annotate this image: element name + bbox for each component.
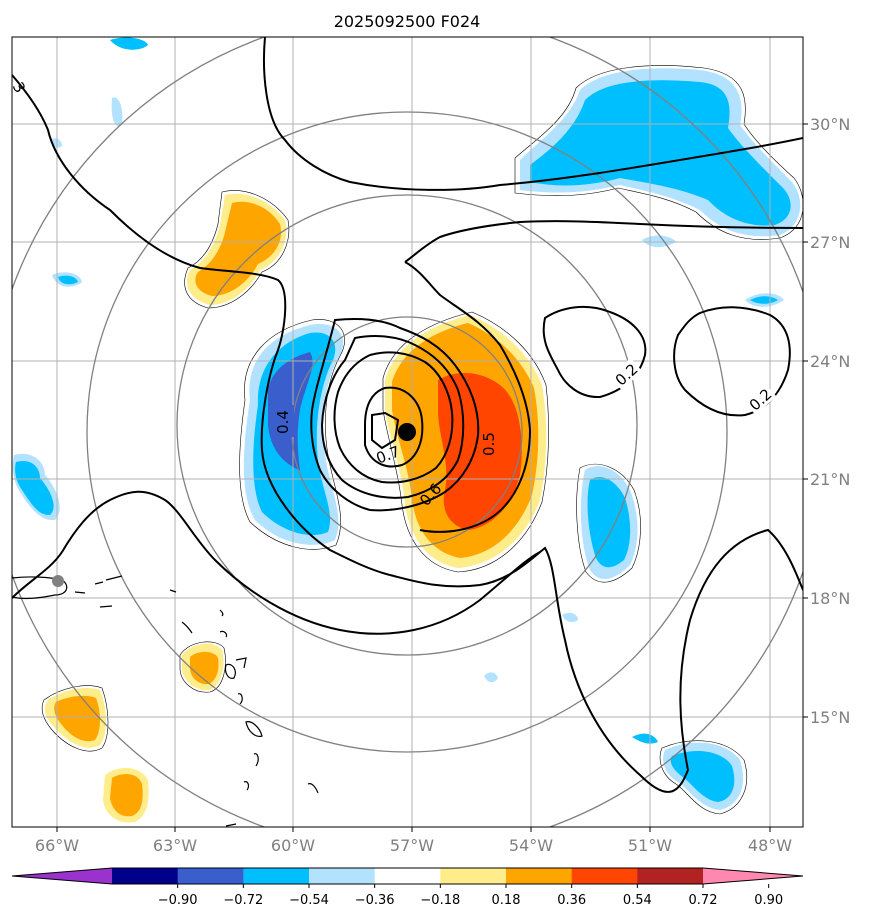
- negative-shading: [12, 37, 801, 810]
- colorbar-swatch: [309, 868, 376, 884]
- longitude-labels: 66°W 63°W 60°W 57°W 54°W 51°W 48°W: [35, 836, 792, 855]
- station-marker: [52, 575, 64, 587]
- colorbar-swatch: [506, 868, 573, 884]
- tick-marks: [56, 123, 808, 832]
- storm-center-marker: [398, 423, 416, 441]
- lat-tick-label: 21°N: [810, 470, 850, 489]
- lon-tick-label: 54°W: [509, 836, 553, 855]
- lat-tick-label: 18°N: [810, 589, 850, 608]
- lon-tick-label: 66°W: [35, 836, 79, 855]
- contour-label: 0.4: [274, 410, 292, 434]
- colorbar-swatch: [440, 868, 507, 884]
- colorbar-extend-low: [12, 868, 112, 884]
- colorbar-label: −0.18: [420, 893, 460, 908]
- colorbar-extend-high: [703, 868, 803, 884]
- contour-label: 0.5: [480, 432, 498, 456]
- colorbar-label: 0.36: [557, 893, 586, 908]
- lat-tick-label: 24°N: [810, 352, 850, 371]
- colorbar-label: −0.72: [223, 893, 263, 908]
- colorbar-label: −0.36: [355, 893, 395, 908]
- latitude-labels: 30°N 27°N 24°N 21°N 18°N 15°N: [810, 115, 850, 727]
- lon-tick-label: 60°W: [271, 836, 315, 855]
- colorbar-swatch: [112, 868, 179, 884]
- colorbar-swatch: [374, 868, 441, 884]
- colorbar-swatch: [637, 868, 704, 884]
- colorbar-swatch: [571, 868, 638, 884]
- colorbar-label: 0.90: [754, 893, 783, 908]
- lon-tick-label: 63°W: [153, 836, 197, 855]
- colorbar-swatch: [177, 868, 244, 884]
- colorbar-label: 0.54: [623, 893, 652, 908]
- colorbar-label: −0.90: [158, 893, 198, 908]
- colorbar-label: 0.18: [492, 893, 521, 908]
- colorbar-outline: [11, 867, 804, 885]
- lon-tick-label: 48°W: [748, 836, 792, 855]
- colorbar: −0.90 −0.72 −0.54 −0.36 −0.18 0.18 0.36 0.54 0.7…: [11, 867, 804, 908]
- map-title: 2025092500 F024: [334, 12, 481, 31]
- lon-tick-label: 51°W: [628, 836, 672, 855]
- shading-outlines: [41, 65, 803, 815]
- thick-contours: [12, 37, 803, 793]
- colorbar-label: 0.72: [689, 893, 718, 908]
- lat-tick-label: 15°N: [810, 708, 850, 727]
- map-area: 0.2 0.2 0.4 0.5 0.6 0.7 3: [12, 37, 803, 827]
- lon-tick-label: 57°W: [390, 836, 434, 855]
- coastlines: [12, 575, 319, 827]
- colorbar-label: −0.54: [289, 893, 329, 908]
- lat-tick-label: 30°N: [810, 115, 850, 134]
- range-rings: [12, 37, 803, 827]
- map-frame: [11, 36, 804, 828]
- colorbar-swatch: [243, 868, 310, 884]
- lat-tick-label: 27°N: [810, 233, 850, 252]
- graticule: [12, 37, 803, 827]
